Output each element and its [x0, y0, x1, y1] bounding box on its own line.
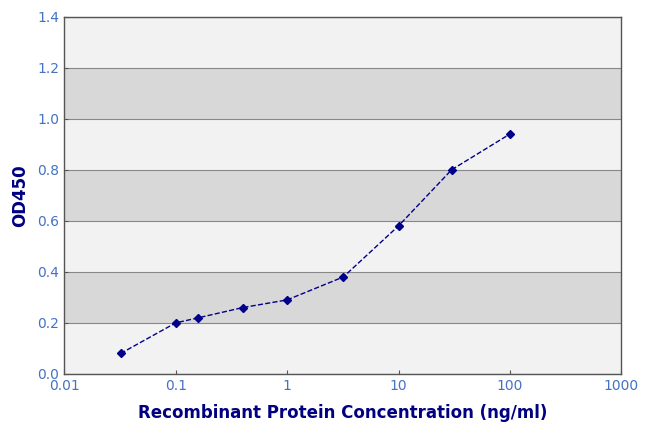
Bar	[64, 272, 621, 323]
Bar	[64, 68, 621, 119]
Bar	[64, 119, 621, 170]
X-axis label: Recombinant Protein Concentration (ng/ml): Recombinant Protein Concentration (ng/ml…	[138, 404, 547, 422]
Bar	[64, 221, 621, 272]
Y-axis label: OD450: OD450	[11, 164, 29, 226]
Bar	[64, 16, 621, 68]
Bar	[64, 170, 621, 221]
Bar	[64, 323, 621, 374]
